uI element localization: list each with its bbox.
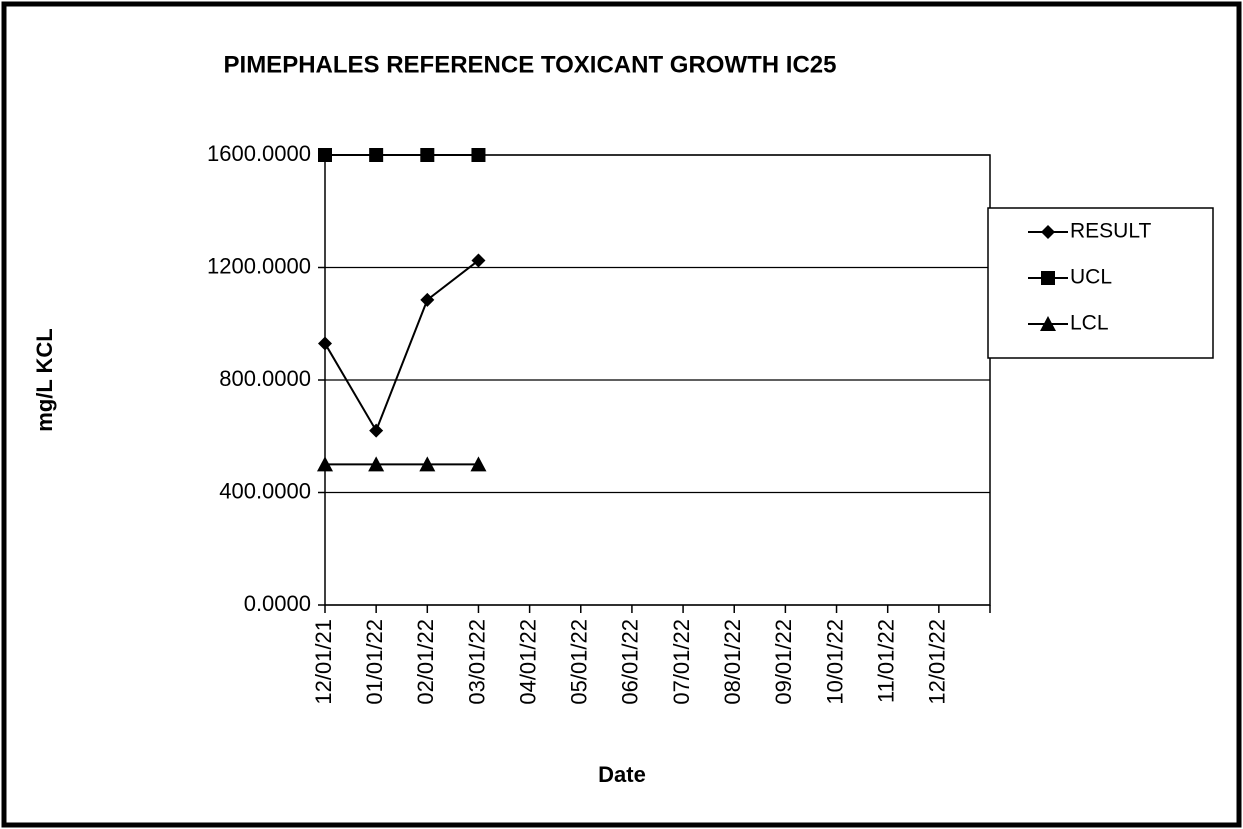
x-tick-label: 01/01/22 — [362, 619, 387, 705]
y-tick-label: 0.0000 — [244, 591, 311, 616]
data-point — [318, 148, 332, 162]
data-point — [318, 336, 332, 351]
y-tick-label: 800.0000 — [219, 366, 311, 391]
data-point — [420, 148, 435, 162]
y-tick-label: 1600.0000 — [207, 141, 311, 166]
x-tick-label: 12/01/22 — [925, 619, 950, 705]
x-tick-label: 05/01/22 — [567, 619, 592, 705]
legend-marker — [1040, 316, 1056, 331]
x-tick-label: 09/01/22 — [771, 619, 796, 705]
legend-label: LCL — [1070, 312, 1109, 335]
x-tick-label: 06/01/22 — [618, 619, 643, 705]
plot-border — [324, 154, 991, 606]
x-tick-label: 08/01/22 — [720, 619, 745, 705]
data-point — [369, 148, 384, 162]
y-tick-label: 1200.0000 — [207, 253, 311, 278]
data-point — [369, 423, 384, 438]
x-tick-label: 02/01/22 — [413, 619, 438, 705]
data-point — [317, 456, 333, 472]
data-point — [471, 253, 486, 268]
series-line — [324, 259, 480, 433]
x-axis-label: Date — [598, 762, 646, 787]
legend-marker — [1041, 271, 1055, 285]
chart-title: PIMEPHALES REFERENCE TOXICANT GROWTH IC2… — [224, 51, 837, 78]
x-tick-label: 04/01/22 — [515, 619, 540, 705]
legend-label: RESULT — [1070, 220, 1151, 243]
data-point — [419, 456, 436, 472]
x-tick-label: 11/01/22 — [874, 619, 899, 703]
data-point — [420, 292, 435, 307]
data-point — [368, 456, 385, 472]
legend-box — [987, 207, 1214, 359]
legend-label: UCL — [1070, 266, 1112, 289]
x-tick-label: 03/01/22 — [464, 619, 489, 705]
x-tick-label: 10/01/22 — [822, 619, 847, 705]
data-point — [471, 148, 486, 162]
legend-marker — [1041, 225, 1055, 239]
y-tick-label: 400.0000 — [219, 478, 311, 503]
data-point — [470, 456, 487, 472]
y-axis-label: mg/L KCL — [32, 328, 57, 431]
x-tick-label: 12/01/21 — [311, 619, 336, 705]
x-tick-label: 07/01/22 — [669, 619, 694, 705]
